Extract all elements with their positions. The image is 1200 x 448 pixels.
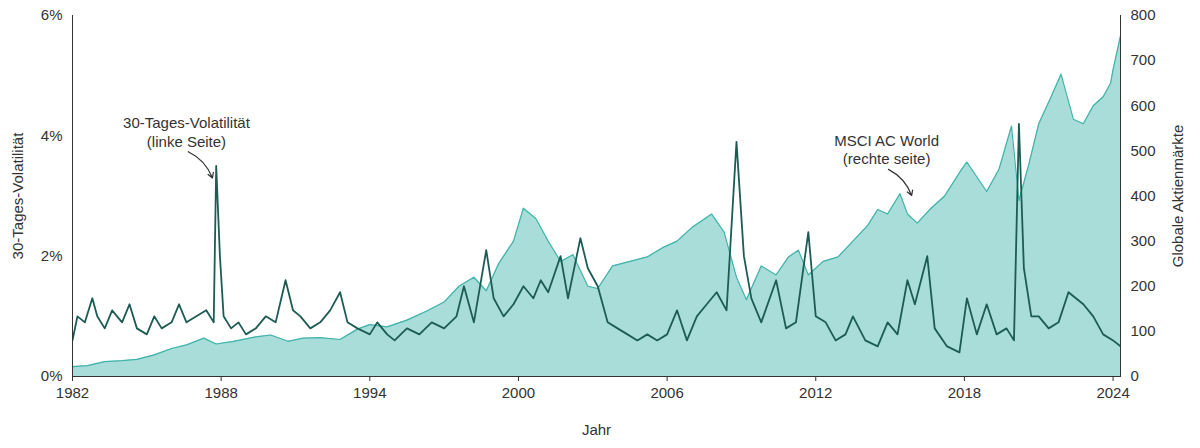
svg-text:1982: 1982 [56, 384, 89, 401]
svg-text:400: 400 [1131, 187, 1156, 204]
svg-text:500: 500 [1131, 142, 1156, 159]
svg-text:1988: 1988 [204, 384, 237, 401]
svg-text:600: 600 [1131, 97, 1156, 114]
svg-text:2012: 2012 [799, 384, 832, 401]
svg-text:100: 100 [1131, 322, 1156, 339]
svg-text:0: 0 [1131, 367, 1139, 384]
svg-text:300: 300 [1131, 232, 1156, 249]
svg-text:2%: 2% [41, 247, 63, 264]
svg-text:MSCI AC World(rechte seite): MSCI AC World(rechte seite) [834, 132, 939, 168]
svg-text:1994: 1994 [353, 384, 386, 401]
svg-text:2000: 2000 [502, 384, 535, 401]
svg-text:30-Tages-Volatilität: 30-Tages-Volatilität [9, 132, 26, 260]
svg-text:30-Tages-Volatilität(linke Sei: 30-Tages-Volatilität(linke Seite) [123, 114, 251, 150]
svg-text:6%: 6% [41, 6, 63, 23]
svg-text:200: 200 [1131, 277, 1156, 294]
svg-text:800: 800 [1131, 6, 1156, 23]
svg-text:2018: 2018 [948, 384, 981, 401]
svg-text:4%: 4% [41, 127, 63, 144]
svg-text:Jahr: Jahr [582, 421, 611, 438]
svg-text:2024: 2024 [1096, 384, 1129, 401]
svg-text:2006: 2006 [650, 384, 683, 401]
svg-text:0%: 0% [41, 367, 63, 384]
svg-text:Globale Aktienmärkte: Globale Aktienmärkte [1169, 125, 1186, 268]
svg-text:700: 700 [1131, 51, 1156, 68]
